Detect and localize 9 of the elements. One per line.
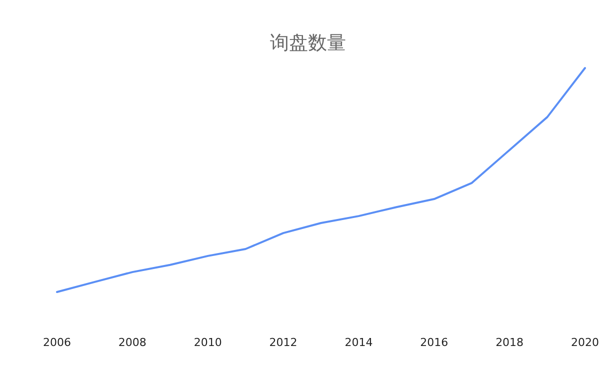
x-tick-label: 2014 xyxy=(344,336,373,349)
x-tick-label: 2010 xyxy=(194,336,222,349)
x-tick-label: 2008 xyxy=(118,336,146,349)
title: 询盘数量 xyxy=(270,32,346,54)
x-tick-label: 2018 xyxy=(496,336,524,349)
x-tick-label: 2012 xyxy=(269,336,298,349)
x-tick-label: 2016 xyxy=(420,336,448,349)
x-tick-label: 2020 xyxy=(571,336,599,349)
x-tick-label: 2006 xyxy=(43,336,71,349)
